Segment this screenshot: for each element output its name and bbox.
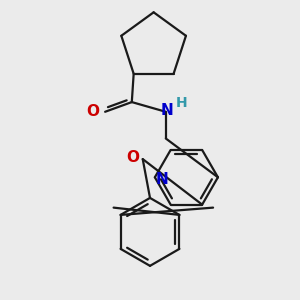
Text: O: O	[86, 104, 100, 119]
Text: H: H	[176, 96, 188, 110]
Text: N: N	[156, 172, 169, 187]
Text: N: N	[160, 103, 173, 118]
Text: O: O	[127, 150, 140, 165]
